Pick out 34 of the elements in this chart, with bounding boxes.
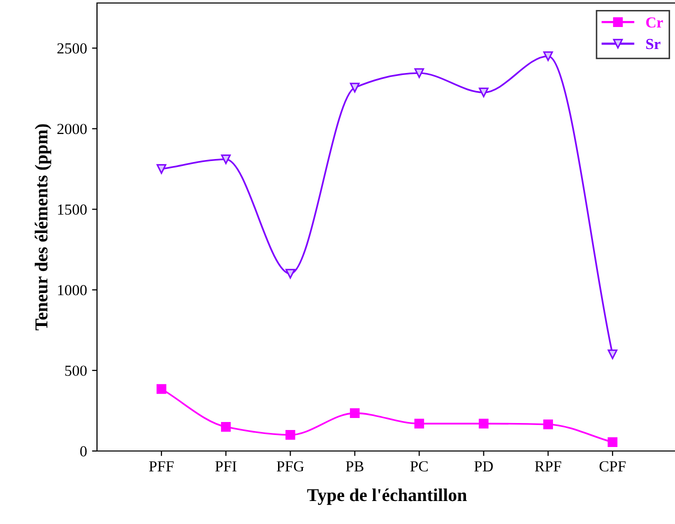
point bbox=[608, 349, 618, 360]
x-tick-label: PC bbox=[410, 461, 428, 472]
x-axis-title: Type de l'échantillon bbox=[307, 488, 467, 505]
point bbox=[156, 384, 166, 394]
point bbox=[608, 437, 618, 447]
point bbox=[221, 422, 231, 432]
x-tick-label: PD bbox=[474, 461, 493, 472]
point bbox=[350, 408, 360, 418]
point bbox=[285, 430, 296, 440]
point bbox=[414, 418, 424, 428]
point bbox=[221, 154, 231, 164]
x-tick-label: PFI bbox=[215, 461, 236, 472]
y-tick-label: 0 bbox=[80, 446, 87, 456]
legend-label: Cr bbox=[646, 17, 663, 28]
y-axis-title: Teneur des éléments (ppm) bbox=[34, 124, 52, 330]
point bbox=[543, 51, 553, 62]
point bbox=[543, 420, 553, 430]
x-tick-label: PFF bbox=[149, 461, 174, 472]
y-tick-label: 2500 bbox=[57, 43, 87, 54]
y-tick-label: 1500 bbox=[58, 204, 87, 215]
point bbox=[350, 82, 360, 92]
x-tick-label: PFG bbox=[276, 461, 304, 472]
point bbox=[478, 88, 489, 98]
x-tick-label: CPF bbox=[600, 461, 626, 472]
legend-label: Sr bbox=[646, 38, 660, 50]
x-tick-label: PB bbox=[346, 461, 364, 472]
y-tick-label: 500 bbox=[65, 366, 87, 376]
point bbox=[285, 268, 296, 279]
x-tick-label: RPF bbox=[534, 461, 562, 472]
point bbox=[414, 68, 424, 78]
y-tick-label: 1000 bbox=[58, 284, 87, 296]
point bbox=[156, 164, 166, 174]
y-tick-label: 2000 bbox=[57, 124, 87, 134]
point bbox=[478, 418, 489, 428]
